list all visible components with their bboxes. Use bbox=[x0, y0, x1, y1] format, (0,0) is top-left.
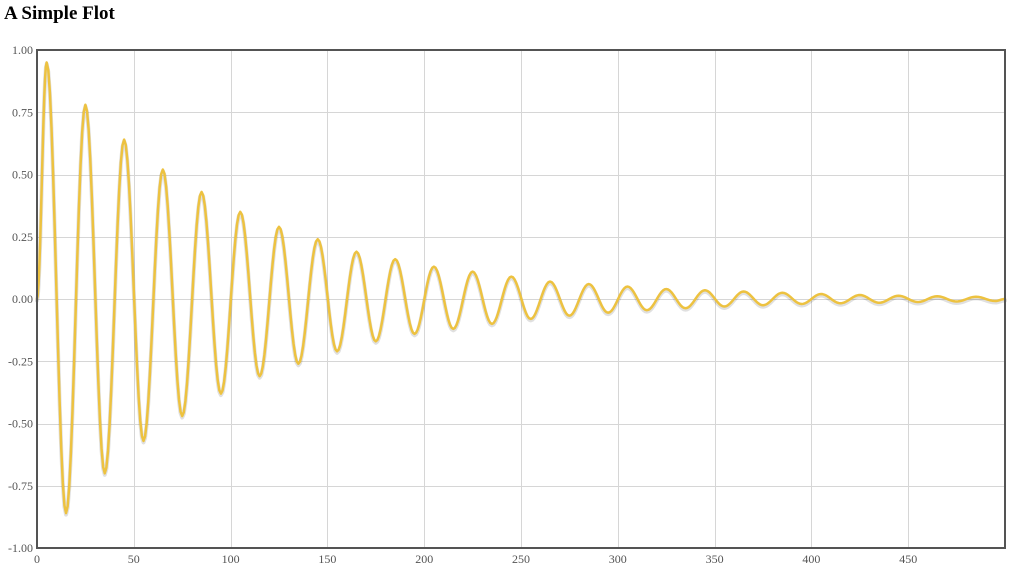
x-tick-label: 450 bbox=[899, 552, 917, 566]
y-tick-label: 0.75 bbox=[12, 105, 33, 119]
y-tick-label: 0.50 bbox=[12, 168, 33, 182]
x-tick-label: 100 bbox=[222, 552, 240, 566]
x-tick-label: 50 bbox=[128, 552, 140, 566]
y-tick-label: -0.75 bbox=[8, 479, 33, 493]
x-tick-label: 250 bbox=[512, 552, 530, 566]
y-tick-label: 0.00 bbox=[12, 292, 33, 306]
y-tick-label: -0.25 bbox=[8, 354, 33, 368]
x-tick-labels: 0 50 100 150 200 250 300 350 400 450 bbox=[34, 552, 917, 566]
series-group bbox=[35, 61, 1007, 517]
y-tick-labels: 1.00 0.75 0.50 0.25 0.00 -0.25 -0.50 -0.75 -1.00 bbox=[8, 43, 33, 555]
series-line-0 bbox=[35, 61, 1007, 515]
y-tick-label: -0.50 bbox=[8, 417, 33, 431]
x-tick-label: 200 bbox=[415, 552, 433, 566]
x-tick-label: 350 bbox=[706, 552, 724, 566]
page-title: A Simple Flot bbox=[4, 3, 115, 24]
x-tick-label: 0 bbox=[34, 552, 40, 566]
x-tick-label: 150 bbox=[318, 552, 336, 566]
plot-border bbox=[36, 49, 1006, 549]
y-tick-label: -1.00 bbox=[8, 541, 33, 555]
y-tick-label: 0.25 bbox=[12, 230, 33, 244]
y-tick-label: 1.00 bbox=[12, 43, 33, 57]
x-tick-label: 300 bbox=[609, 552, 627, 566]
x-tick-label: 400 bbox=[802, 552, 820, 566]
